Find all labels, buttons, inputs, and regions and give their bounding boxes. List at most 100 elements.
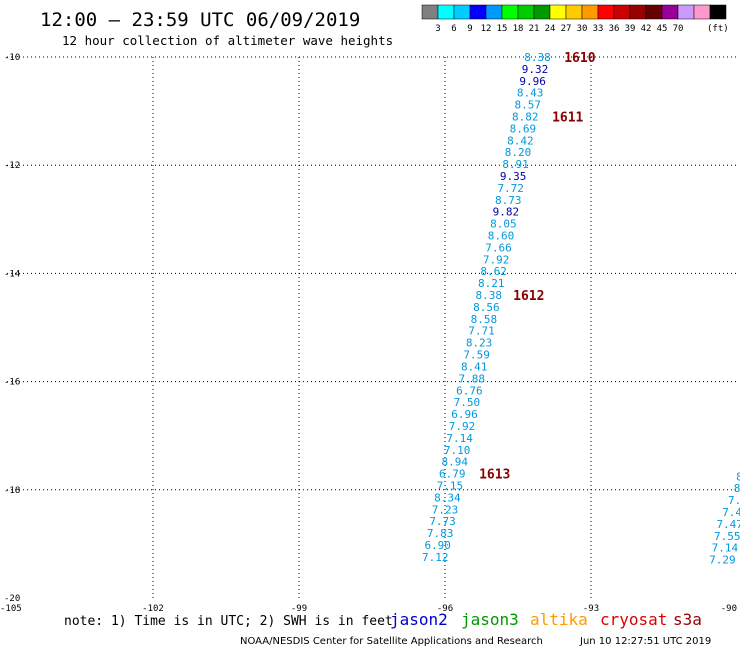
wave-height-label: 8.58 (471, 313, 498, 326)
wave-height-label: 9.35 (500, 170, 527, 183)
y-tick-label: -10 (4, 53, 20, 63)
chart-subtitle: 12 hour collection of altimeter wave hei… (62, 33, 393, 48)
color-scale-label: 33 (593, 24, 604, 34)
wave-height-label: 7.14 (712, 542, 739, 555)
wave-height-label: 8.41 (461, 360, 488, 373)
footer-note: note: 1) Time is in UTC; 2) SWH is in fe… (64, 614, 393, 629)
wave-height-label: 8 (734, 482, 740, 495)
time-labels: 1610 1611 1612 1613 (479, 51, 596, 483)
wave-height-label: 8 (736, 470, 740, 483)
color-scale-label: 27 (561, 24, 572, 34)
color-swatch (597, 4, 615, 20)
wave-height-label: 8.38 (524, 51, 551, 64)
wave-height-label: 7.83 (427, 527, 454, 540)
y-tick-label: -20 (4, 594, 20, 604)
wave-height-label: 8.94 (441, 456, 468, 469)
wave-height-label: 7.14 (446, 432, 473, 445)
wave-height-label: 8.69 (510, 122, 537, 135)
wave-height-label: 7. (728, 494, 740, 507)
wave-height-label: 9.32 (522, 63, 549, 76)
footer-timestamp: Jun 10 12:27:51 UTC 2019 (579, 636, 711, 647)
wave-height-label: 8.57 (514, 99, 541, 112)
color-swatch (485, 4, 503, 20)
wave-height-label: 7.50 (454, 396, 481, 409)
color-swatch (661, 4, 679, 20)
axis-tick-labels: -10 -12 -14 -16 -18 -20-105 -102 -99 -96 -93 -90 (0, 53, 737, 614)
wave-height-label: 7.92 (449, 420, 476, 433)
chart-title: 12:00 – 23:59 UTC 06/09/2019 (40, 9, 360, 31)
color-swatch (565, 4, 583, 20)
wave-height-label: 7.55 (714, 530, 740, 543)
wave-height-label: 6.96 (451, 408, 478, 421)
color-scale-label: 6 (451, 24, 456, 34)
wave-height-label: 7.4 (722, 506, 740, 519)
legend-jason2: jason2 (390, 610, 448, 629)
wave-height-label: 8.43 (517, 87, 544, 100)
color-swatch (437, 4, 455, 20)
wave-height-label: 8.56 (473, 301, 500, 314)
x-tick-label: -93 (583, 604, 599, 614)
x-tick-label: -90 (721, 604, 737, 614)
wave-height-label: 8.82 (512, 111, 539, 124)
y-tick-label: -12 (4, 161, 20, 171)
wave-height-label: 6.90 (424, 539, 451, 552)
wave-height-label: 7.73 (429, 515, 456, 528)
color-scale-label: 42 (641, 24, 652, 34)
color-scale-unit: (ft) (707, 24, 729, 34)
legend-s3a: s3a (673, 610, 702, 629)
color-swatch (709, 4, 727, 20)
wave-height-label: 6.76 (456, 384, 483, 397)
color-scale-label: 24 (545, 24, 556, 34)
wave-height-label: 7.47 (716, 518, 740, 531)
wave-height-label: 8.60 (488, 230, 515, 243)
wave-height-label: 7.12 (422, 551, 449, 564)
wave-height-label: 8.42 (507, 134, 534, 147)
y-tick-label: -14 (4, 269, 20, 279)
wave-height-label: 8.23 (466, 337, 493, 350)
color-swatch (693, 4, 711, 20)
wave-height-label: 8.91 (502, 158, 529, 171)
x-tick-label: -102 (142, 604, 164, 614)
color-scale-label: 3 (435, 24, 440, 34)
color-scale-label: 21 (529, 24, 540, 34)
color-scale-label: 70 (673, 24, 684, 34)
color-scale-bar (421, 4, 727, 20)
satellite-legend: jason2 jason3 altika cryosat s3a (390, 610, 702, 629)
color-scale-label: 12 (481, 24, 492, 34)
color-swatch (549, 4, 567, 20)
color-scale-labels: 3 6 9 12 15 18 21 24 27 30 33 36 39 42 45 70 (435, 24, 683, 34)
color-swatch (613, 4, 631, 20)
wave-height-label: 9.96 (519, 75, 546, 88)
y-tick-label: -16 (4, 378, 20, 388)
wave-height-label: 9.82 (493, 206, 520, 219)
wave-height-label: 7.29 (709, 554, 736, 567)
legend-altika: altika (530, 610, 588, 629)
wave-height-label: 7.23 (432, 503, 459, 516)
color-swatch (421, 4, 439, 20)
time-label: 1612 (513, 289, 544, 304)
time-label: 1613 (479, 468, 510, 483)
color-scale-label: 18 (513, 24, 524, 34)
wave-height-label: 7.88 (459, 372, 486, 385)
wave-height-label: 7.66 (485, 241, 512, 254)
wave-height-label: 7.92 (483, 253, 510, 266)
color-swatch (629, 4, 647, 20)
wave-height-label: 8.20 (505, 146, 532, 159)
wave-height-label: 6.79 (439, 468, 466, 481)
wave-height-label: 7.72 (497, 182, 524, 195)
wave-height-label: 8.05 (490, 218, 517, 231)
color-swatch (677, 4, 695, 20)
time-label: 1611 (552, 111, 583, 126)
color-swatch (453, 4, 471, 20)
wave-height-label: 7.59 (463, 349, 490, 362)
color-scale-label: 39 (625, 24, 636, 34)
color-swatch (581, 4, 599, 20)
time-label: 1610 (564, 51, 595, 66)
wave-height-label: 7.15 (437, 479, 464, 492)
wave-height-label: 8.34 (434, 491, 461, 504)
y-tick-label: -18 (4, 486, 20, 496)
color-swatch (645, 4, 663, 20)
wave-height-label: 7.71 (468, 325, 495, 338)
legend-jason3: jason3 (461, 610, 519, 629)
legend-cryosat: cryosat (600, 610, 667, 629)
